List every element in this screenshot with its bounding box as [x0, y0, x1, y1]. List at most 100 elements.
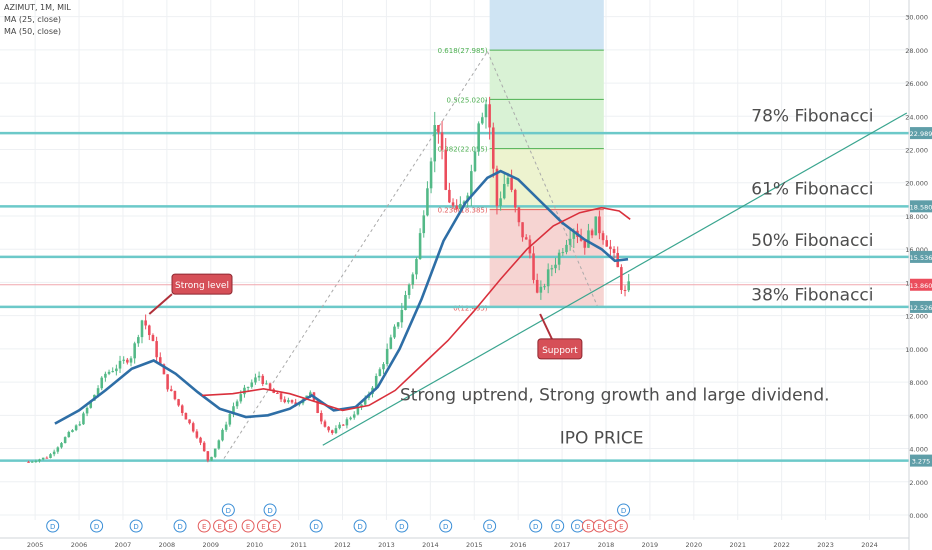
price-badge [910, 454, 932, 467]
fib-level-label: 0.618(27.985) [438, 47, 488, 55]
price-badge-label: 15.536 [910, 254, 932, 262]
candle-body [587, 230, 590, 248]
fib-level-label: 0.5(25.020) [447, 96, 488, 104]
candle-body [620, 267, 623, 290]
candle-body [338, 424, 341, 429]
candle-body [148, 325, 151, 336]
event-marker-letter: D [313, 523, 318, 531]
candle-body [188, 419, 191, 424]
fib-retracement-zone: 0.618(27.985) 0.5(25.020) 0.382(22.055) 0.2… [438, 0, 604, 312]
candle-body [411, 274, 415, 285]
price-tick-label: 30.000 [905, 14, 928, 22]
fib-zone-blue [489, 0, 604, 51]
earnings-marker [241, 519, 255, 533]
candle-body [63, 437, 67, 444]
event-marker-letter: D [443, 523, 448, 531]
dividend-marker [46, 519, 60, 533]
candle-body [210, 456, 213, 461]
candle-body [327, 426, 330, 431]
candle-body [543, 286, 546, 288]
candle-body [173, 390, 177, 400]
candle-body [261, 375, 265, 385]
candle-body [352, 414, 356, 418]
candles [27, 96, 630, 463]
candle-body [283, 399, 286, 403]
price-tick-label: 26.000 [905, 80, 928, 88]
candle-body [627, 281, 630, 291]
dividend-marker [617, 503, 631, 517]
candle-body [470, 171, 473, 196]
uptrend-line [322, 112, 908, 446]
candle-body [565, 244, 568, 253]
price-badge [910, 127, 932, 140]
candle-body [524, 237, 528, 240]
candle-body [217, 440, 221, 449]
candle-body [484, 104, 488, 118]
event-marker-letter: E [619, 523, 623, 531]
candle-body [115, 368, 118, 372]
dividend-marker [439, 519, 453, 533]
event-marker-letter: E [608, 523, 612, 531]
fib-percent-label: 38% Fibonacci [751, 286, 873, 306]
candle-body [579, 236, 583, 241]
candle-body [268, 383, 272, 390]
trend-lines [223, 51, 908, 459]
event-marker-letter: D [555, 523, 560, 531]
candle-body [437, 125, 440, 133]
strong-level-label: Strong level [175, 281, 229, 291]
candle-body [199, 437, 202, 443]
event-marker-letter: D [357, 523, 362, 531]
candle-body [448, 189, 451, 203]
candle-body [389, 337, 393, 349]
price-tick-label: 10.000 [905, 346, 928, 354]
candle-body [393, 326, 396, 338]
candle-body [159, 357, 162, 365]
candle-body [27, 461, 30, 463]
candle-body [74, 425, 78, 431]
candle-body [554, 264, 557, 269]
fib-diagonal-up [223, 51, 488, 459]
candle-body [539, 286, 543, 293]
fib-zone-red [489, 209, 604, 308]
candle-body [279, 393, 283, 400]
candle-body [477, 123, 480, 152]
year-tick-label: 2019 [642, 541, 659, 549]
candle-body [418, 233, 422, 260]
earnings-marker [197, 519, 211, 533]
candle-body [49, 454, 52, 459]
event-marker-letter: D [533, 523, 538, 531]
candle-body [598, 216, 601, 234]
candle-body [440, 132, 444, 150]
candle-body [356, 407, 360, 415]
event-marker-letter: D [621, 507, 626, 515]
candle-body [612, 249, 616, 253]
time-axis: 2005 2006 2007 2008 2009 2010 2011 2012 2013 2014… [0, 537, 909, 549]
price-axis: 0.0002.0004.0006.0008.00010.00012.00014.… [905, 0, 932, 550]
fib-level-label: 0(12.495) [453, 304, 488, 312]
price-badge-label: 22.989 [910, 130, 932, 138]
candle-body [444, 149, 447, 190]
candle-body [265, 383, 268, 385]
candle-body [111, 371, 114, 373]
year-tick-label: 2017 [554, 541, 571, 549]
price-tick-label: 18.000 [905, 213, 928, 221]
callout-arrow [148, 293, 173, 315]
price-badge [910, 250, 932, 263]
event-marker-letter: E [597, 523, 601, 531]
earnings-marker [614, 519, 628, 533]
candle-body [118, 360, 122, 369]
candle-body [495, 168, 499, 206]
candle-body [309, 392, 312, 396]
grid [0, 0, 909, 520]
candle-body [320, 413, 323, 422]
candle-body [235, 401, 239, 407]
candle-body [195, 431, 199, 438]
candle-body [96, 388, 100, 395]
event-marker-letter: D [226, 507, 231, 515]
candle-body [502, 183, 506, 199]
candle-body [499, 198, 502, 206]
year-tick-label: 2010 [246, 541, 263, 549]
year-tick-label: 2024 [861, 541, 878, 549]
candle-body [473, 151, 477, 172]
